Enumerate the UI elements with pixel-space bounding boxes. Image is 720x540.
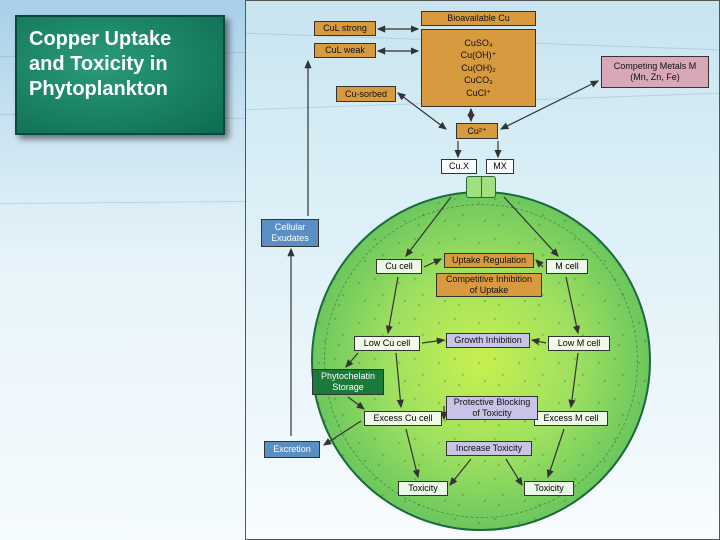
slide: Copper Uptake and Toxicity in Phytoplank… (0, 0, 720, 540)
diagram-panel: Bioavailable CuCuSO₄Cu(OH)⁺Cu(OH)₂CuCO₃C… (245, 0, 720, 540)
species-item: CuSO₄ (464, 37, 492, 50)
species-item: Cu(OH)⁺ (461, 49, 497, 62)
box-phyto: Phytochelatin Storage (312, 369, 384, 395)
box-low_cu: Low Cu cell (354, 336, 420, 351)
box-excretion: Excretion (264, 441, 320, 458)
box-cu_sorbed: Cu-sorbed (336, 86, 396, 102)
box-bioavail: Bioavailable Cu (421, 11, 536, 26)
species-item: CuCO₃ (464, 74, 493, 87)
box-mx: MX (486, 159, 514, 174)
box-tox2: Toxicity (524, 481, 574, 496)
box-cul_weak: CuL weak (314, 43, 376, 58)
box-excess_cu: Excess Cu cell (364, 411, 442, 426)
box-incr_tox: Increase Toxicity (446, 441, 532, 456)
title-text: Copper Uptake and Toxicity in Phytoplank… (29, 28, 171, 100)
membrane-channel (466, 176, 496, 198)
box-growth_inhib: Growth Inhibition (446, 333, 530, 348)
box-cux: Cu.X (441, 159, 477, 174)
box-cul_strong: CuL strong (314, 21, 376, 36)
box-protect: Protective Blocking of Toxicity (446, 396, 538, 420)
box-low_m: Low M cell (548, 336, 610, 351)
box-tox1: Toxicity (398, 481, 448, 496)
box-excess_m: Excess M cell (534, 411, 608, 426)
box-species: CuSO₄Cu(OH)⁺Cu(OH)₂CuCO₃CuCl⁺ (421, 29, 536, 107)
box-cu2: Cu²⁺ (456, 123, 498, 139)
title-box: Copper Uptake and Toxicity in Phytoplank… (15, 15, 225, 135)
box-cellular: Cellular Exudates (261, 219, 319, 247)
box-competing: Competing Metals M (Mn, Zn, Fe) (601, 56, 709, 88)
cell-texture (311, 191, 651, 531)
species-item: Cu(OH)₂ (461, 62, 496, 75)
species-item: CuCl⁺ (466, 87, 491, 100)
box-comp_inhib: Competitive Inhibition of Uptake (436, 273, 542, 297)
box-uptake_reg: Uptake Regulation (444, 253, 534, 268)
box-m_cell: M cell (546, 259, 588, 274)
box-cu_cell: Cu cell (376, 259, 422, 274)
